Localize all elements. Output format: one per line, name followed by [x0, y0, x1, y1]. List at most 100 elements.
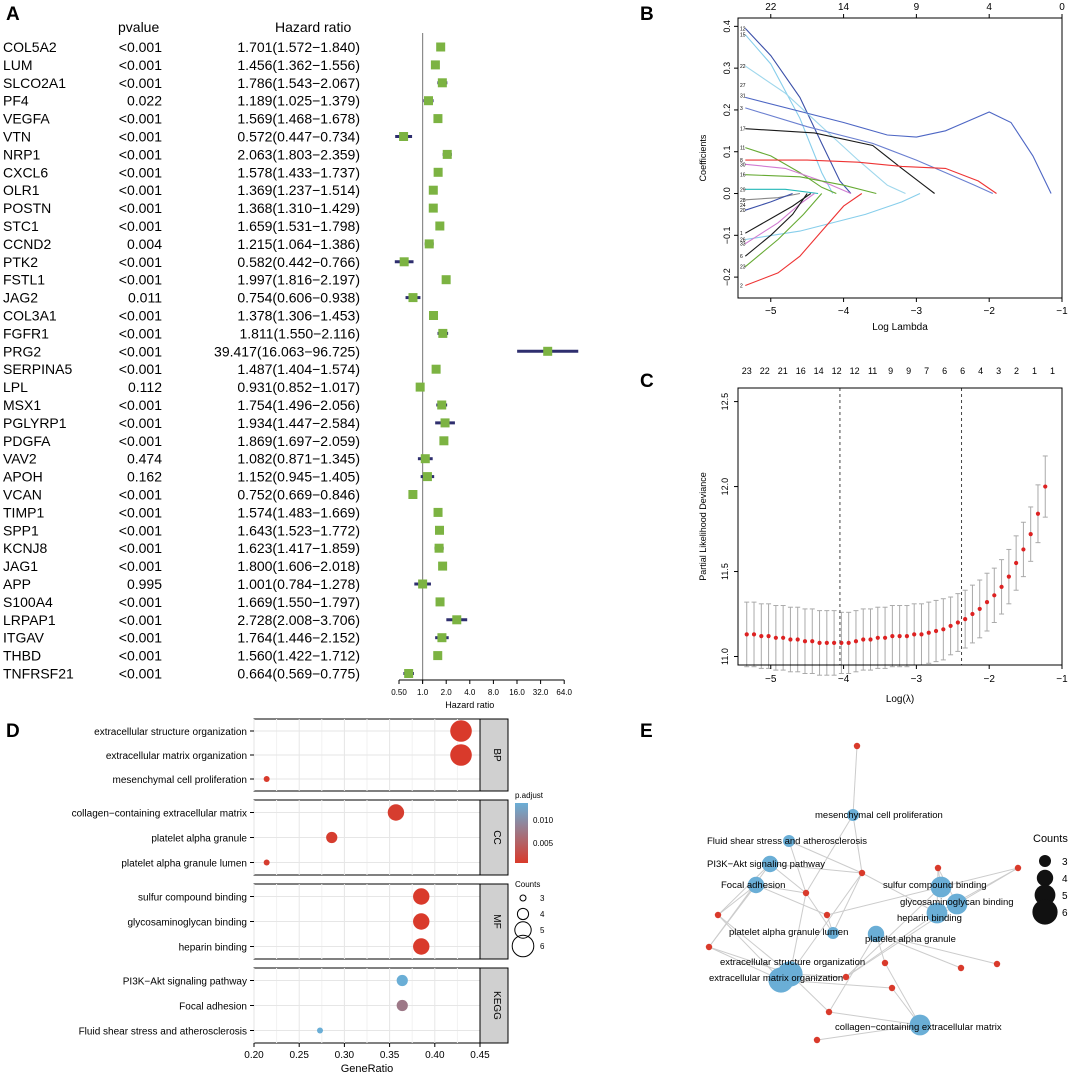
x-tick-label: 0.25 — [289, 1050, 309, 1061]
hazard-ratio-text: 0.754(0.606−0.938) — [237, 290, 360, 306]
network-edge — [789, 892, 807, 975]
gene-node — [934, 864, 942, 872]
size-legend-circle — [1036, 869, 1054, 887]
hazard-ratio-text: 1.869(1.697−2.059) — [237, 433, 360, 449]
x-tick-label: 64.0 — [556, 688, 572, 697]
top-tick-label: 9 — [906, 366, 911, 376]
pvalue-text: 0.022 — [127, 93, 162, 109]
coefficient-path — [745, 193, 812, 234]
size-legend-title: Counts — [515, 880, 540, 889]
coefficient-path — [745, 107, 994, 195]
hr-box — [438, 328, 448, 338]
pvalue-text: 0.474 — [127, 451, 162, 467]
top-tick-label: 4 — [986, 2, 992, 13]
hazard-ratio-text: 39.417(16.063−96.725) — [214, 343, 360, 359]
gene-node — [842, 973, 850, 981]
x-tick-label: 0.35 — [380, 1050, 400, 1061]
term-dot — [263, 859, 270, 866]
gene-label: SLCO2A1 — [3, 75, 66, 91]
pvalue-text: <0.001 — [119, 325, 162, 341]
hr-box — [431, 364, 441, 374]
size-legend-label: 3 — [1062, 857, 1068, 868]
size-legend-label: 5 — [540, 926, 545, 935]
pvalue-text: <0.001 — [119, 272, 162, 288]
size-legend-label: 6 — [1062, 908, 1068, 919]
term-label: sulfur compound binding — [138, 893, 247, 904]
network-edge — [832, 872, 863, 934]
hazard-ratio-text: 1.934(1.447−2.584) — [237, 415, 360, 431]
top-tick-label: 22 — [765, 2, 777, 13]
term-node-label: heparin binding — [897, 913, 962, 924]
pvalue-text: <0.001 — [119, 612, 162, 628]
hazard-ratio-text: 1.786(1.543−2.067) — [237, 75, 360, 91]
plot-frame — [737, 17, 1063, 299]
hr-box — [399, 132, 409, 141]
hr-box — [429, 311, 439, 320]
top-tick-label: 14 — [838, 2, 850, 13]
gene-node — [1014, 864, 1022, 872]
y-axis-label: Partial Likelihood Deviance — [698, 472, 708, 581]
coefficient-path — [745, 188, 819, 195]
term-dot — [326, 831, 338, 844]
gene-label: POSTN — [3, 200, 51, 216]
hr-box — [433, 114, 443, 124]
hazard-ratio-text: 1.574(1.483−1.669) — [237, 504, 360, 520]
term-dot — [413, 938, 430, 955]
path-index-label: 15 — [740, 33, 746, 39]
gene-label: VTN — [3, 129, 31, 145]
network-edge — [816, 1024, 921, 1041]
x-tick-label: 0.50 — [391, 688, 407, 697]
network-edge — [845, 886, 942, 978]
hr-box — [433, 651, 443, 661]
gene-label: TIMP1 — [3, 504, 44, 520]
network-edge — [875, 933, 998, 965]
deviance-point — [977, 606, 982, 612]
hr-box — [437, 633, 447, 643]
deviance-point — [846, 640, 851, 646]
path-index-label: 33 — [740, 242, 746, 248]
hazard-ratio-text: 1.560(1.422−1.712) — [237, 648, 360, 664]
pvalue-text: 0.162 — [127, 469, 162, 485]
deviance-point — [1035, 511, 1041, 516]
hazard-ratio-text: 1.369(1.237−1.514) — [237, 182, 360, 198]
hazard-ratio-text: 1.764(1.446−2.152) — [237, 630, 360, 646]
deviance-point — [912, 632, 917, 637]
hazard-ratio-text: 2.063(1.803−2.359) — [237, 146, 360, 162]
deviance-point — [788, 637, 793, 642]
top-tick-label: 1 — [1032, 366, 1037, 376]
pvalue-header: pvalue — [118, 19, 159, 35]
top-tick-label: 4 — [978, 366, 983, 376]
network-edge — [861, 872, 938, 914]
term-node — [761, 855, 779, 873]
term-dot — [316, 1027, 323, 1034]
path-index-label: 17 — [740, 127, 746, 133]
deviance-point — [919, 632, 924, 637]
top-tick-label: 12 — [850, 366, 860, 376]
network-edge — [755, 884, 828, 916]
term-label: glycosaminoglycan binding — [127, 918, 247, 929]
size-legend-circle — [519, 894, 527, 902]
deviance-point — [1006, 574, 1011, 579]
term-node-label: mesenchymal cell proliferation — [815, 810, 943, 821]
size-legend-label: 4 — [1062, 874, 1068, 885]
size-legend-label: 5 — [1062, 891, 1068, 902]
hr-box — [433, 167, 443, 177]
y-tick-label: 11.5 — [720, 563, 730, 580]
panel-letter-e: E — [640, 721, 653, 742]
panel-b-lasso-coefficients: −5 −4 −3 −2 −1 −0.2 −0.1 0.0 0.1 0.2 0.3 0.4 22 14 9 4 0… — [698, 2, 1068, 333]
size-legend-circle — [511, 934, 535, 958]
y-tick-label: 0.4 — [722, 20, 732, 33]
hazard-ratio-text: 1.997(1.816−2.197) — [237, 272, 360, 288]
hr-box — [452, 615, 462, 625]
hr-box — [437, 78, 447, 88]
hr-box — [436, 42, 446, 52]
x-tick-label: 4.0 — [464, 688, 476, 697]
x-tick-label: 0.40 — [425, 1050, 445, 1061]
gene-label: JAG2 — [3, 290, 38, 306]
network-edge — [875, 933, 962, 969]
hr-box — [418, 579, 428, 589]
coefficient-path — [745, 147, 837, 195]
network-edge — [788, 840, 863, 874]
top-tick-label: 16 — [796, 366, 806, 376]
x-tick-label: −5 — [765, 674, 777, 685]
